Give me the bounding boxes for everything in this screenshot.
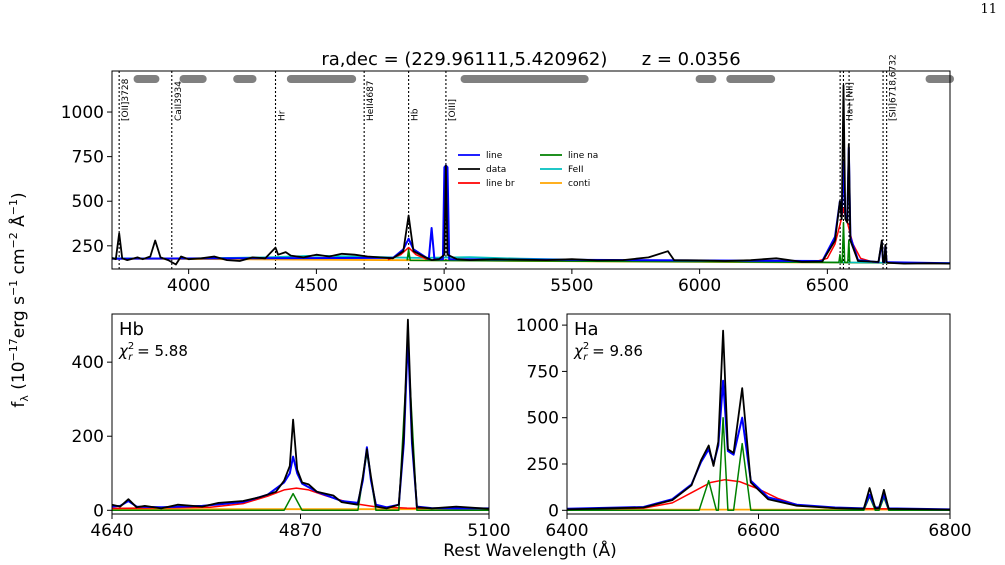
line-marker-label: [OII]3728 [121,78,131,121]
x-tick-label: 4640 [90,521,133,541]
y-tick-label: 750 [527,362,559,382]
series-line-br [567,478,950,511]
series-line [112,146,950,265]
y-tick-label: 1000 [516,316,559,336]
x-tick-label: 4870 [279,521,322,541]
figure-xlabel: Rest Wavelength (Å) [443,539,617,561]
series-data [112,318,489,510]
x-tick-label: 6500 [806,276,849,296]
series-line [112,335,489,510]
legend-label-feii: FeII [568,165,584,175]
y-tick-label: 200 [72,427,104,447]
chi2-label: χ2 r = 5.88 [118,341,188,363]
y-tick-label: 500 [72,192,104,212]
x-tick-label: 6000 [678,276,721,296]
y-tick-label: 400 [72,353,104,373]
legend-label-line: line [486,151,503,161]
legend-label-line-na: line na [568,151,598,161]
series-line-na [406,221,851,264]
x-tick-label: 5100 [467,521,510,541]
x-tick-label: 6600 [737,521,780,541]
panel-full-spectrum: ra,dec = (229.96111,5.420962) z = 0.0356… [61,49,954,296]
svg-text:fλ (10−17erg s−1 cm−2 Å−1): fλ (10−17erg s−1 cm−2 Å−1) [7,192,31,407]
x-tick-label: 6400 [545,521,588,541]
line-marker-label: CaII3934 [174,81,184,121]
series-line-na [567,416,950,512]
panel-label: Ha [574,319,599,340]
y-tick-label: 0 [93,501,104,521]
y-tick-label: 0 [548,501,559,521]
legend-label-data: data [486,165,506,175]
series-line-br [112,487,489,510]
line-marker-label: [SII]6718,6732 [889,54,899,121]
x-tick-label: 6800 [928,521,971,541]
x-tick-label: 4000 [167,276,210,296]
y-tick-label: 1000 [61,103,104,123]
series-line-br [387,207,874,263]
figure-ylabel: fλ (10−17erg s−1 cm−2 Å−1) [7,192,31,407]
line-marker-label: [OIII] [448,99,458,121]
y-tick-label: 250 [72,237,104,257]
y-tick-label: 500 [527,409,559,429]
ylabel-flambda: f [9,401,29,408]
page-number: 11 [980,2,997,17]
line-marker-label: Hr [278,110,288,121]
chart-title: ra,dec = (229.96111,5.420962) z = 0.0356 [321,49,740,70]
legend-label-line-br: line br [486,179,515,189]
x-tick-label: 5000 [423,276,466,296]
y-tick-label: 250 [527,455,559,475]
series-line-na [112,342,489,512]
series-data [567,329,950,511]
series-data [112,84,950,266]
x-tick-label: 4500 [295,276,338,296]
panel-label: Hb [119,319,144,340]
chi2-label: χ2 r = 9.86 [573,341,643,363]
plot-frame [111,70,951,270]
y-tick-label: 750 [72,148,104,168]
line-marker-label: Ha+[NII] [845,82,855,121]
line-marker-label: HeII4687 [366,80,376,121]
legend-label-conti: conti [568,179,590,189]
line-marker-label: Hb [411,108,421,121]
x-tick-label: 5500 [550,276,593,296]
